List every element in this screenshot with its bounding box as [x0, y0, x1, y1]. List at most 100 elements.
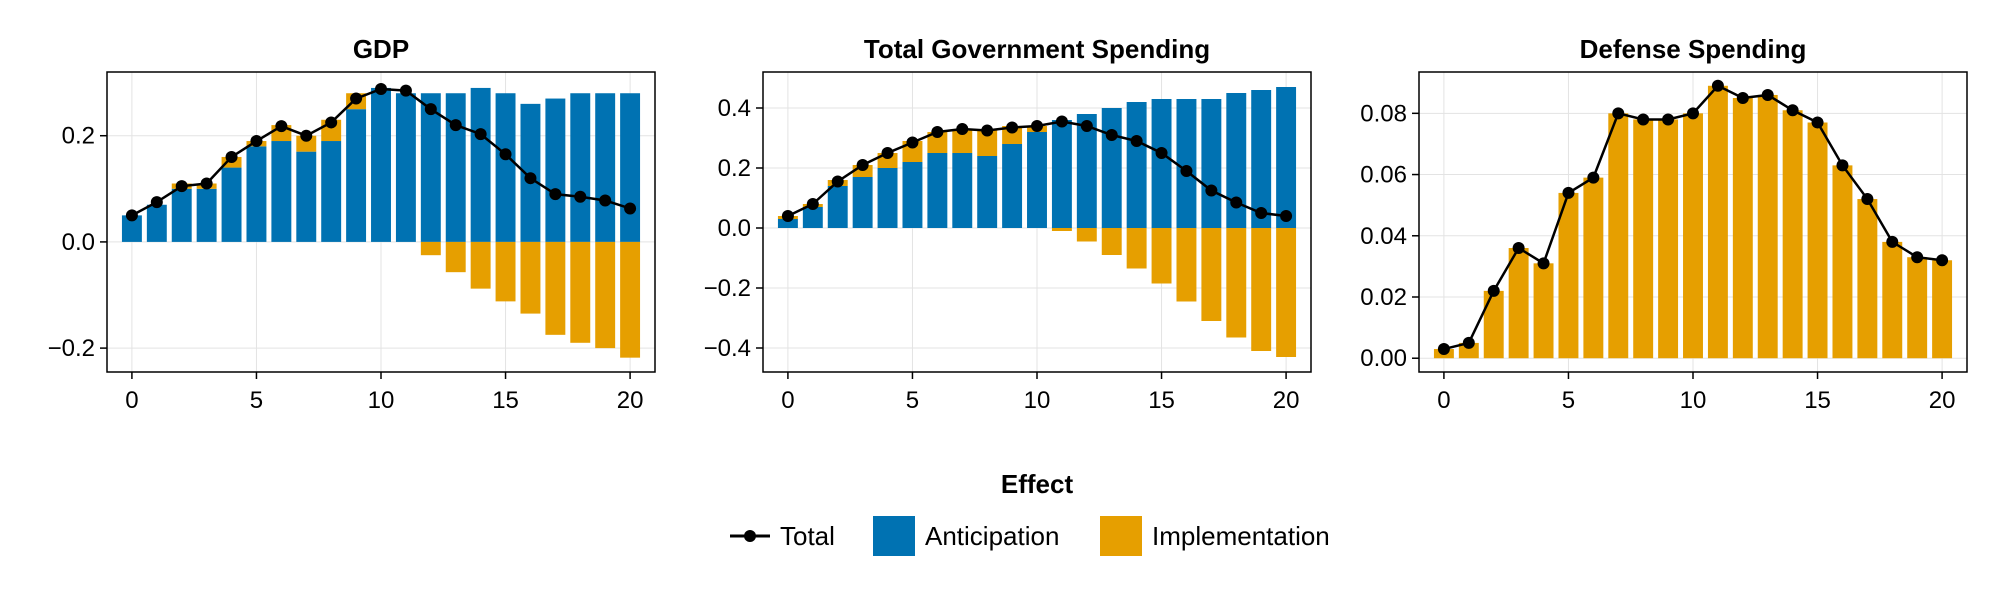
- bar-anticipation: [121, 215, 142, 242]
- bar-anticipation: [570, 93, 591, 242]
- panel-defense-spending: Defense Spending 0.00 0.02 0.04 0.06 0.08 0 5 1…: [1360, 34, 1968, 414]
- bar-implementation: [1483, 290, 1504, 359]
- x-tick-label: 20: [1929, 387, 1956, 414]
- bar-implementation: [1757, 94, 1778, 359]
- x-tick-label: 5: [1562, 387, 1575, 414]
- bar-anticipation: [1201, 99, 1222, 228]
- total-point: [1612, 107, 1625, 120]
- legend-label-implementation: Implementation: [1152, 521, 1330, 551]
- total-point: [1462, 336, 1475, 349]
- total-point: [1711, 79, 1724, 92]
- bar-anticipation: [1226, 93, 1247, 228]
- y-tick-label: −0.2: [48, 335, 95, 362]
- bar-implementation: [1051, 228, 1072, 231]
- total-point: [599, 194, 612, 207]
- bar-implementation: [520, 241, 541, 314]
- bar-implementation: [1857, 199, 1878, 359]
- bar-implementation: [1151, 228, 1172, 284]
- bar-anticipation: [221, 167, 242, 242]
- total-point: [1280, 210, 1293, 222]
- bar-implementation: [495, 241, 516, 302]
- panel-title: Total Government Spending: [864, 34, 1210, 64]
- total-point: [1105, 129, 1118, 141]
- bar-anticipation: [927, 153, 948, 228]
- bar-implementation: [1458, 342, 1479, 359]
- total-point: [449, 119, 462, 132]
- total-point: [375, 82, 387, 95]
- y-tick-label: −0.4: [704, 335, 751, 362]
- total-point: [1587, 171, 1600, 184]
- panel-total-government-spending: Total Government Spending −0.4 −0.2 0.0 0.2…: [704, 34, 1312, 414]
- total-point: [300, 129, 313, 142]
- bar-anticipation: [952, 153, 973, 228]
- bar-implementation: [1782, 110, 1803, 359]
- panel-gdp: GDP −0.2 0.0 0.2 0 5 10 15 20: [48, 34, 656, 414]
- total-point: [1911, 251, 1924, 264]
- legend-item-implementation: Implementation: [1100, 516, 1330, 556]
- bar-anticipation: [902, 162, 923, 228]
- bar-implementation: [1076, 228, 1097, 242]
- x-tick-label: 0: [1437, 387, 1450, 414]
- x-tick-label: 15: [1804, 387, 1831, 414]
- total-point: [881, 147, 894, 159]
- total-point: [1205, 184, 1218, 197]
- total-point: [1437, 343, 1450, 356]
- total-point: [1230, 196, 1243, 209]
- total-point: [424, 103, 437, 116]
- bar-anticipation: [1002, 144, 1023, 228]
- x-tick-label: 0: [781, 387, 794, 414]
- y-tick-label: 0.0: [718, 215, 751, 242]
- bar-anticipation: [827, 186, 848, 228]
- x-tick-label: 0: [125, 387, 138, 414]
- bar-implementation: [1101, 228, 1122, 255]
- bar-anticipation: [1076, 114, 1097, 228]
- total-point: [175, 180, 188, 193]
- bar-anticipation: [420, 93, 441, 242]
- bar-anticipation: [595, 93, 616, 242]
- total-point: [1662, 113, 1675, 126]
- total-point: [831, 175, 844, 188]
- total-point: [906, 136, 919, 149]
- legend-label-total: Total: [780, 521, 835, 551]
- total-point: [1130, 135, 1143, 147]
- bar-implementation: [1658, 119, 1679, 359]
- total-point: [1936, 254, 1949, 267]
- bar-anticipation: [445, 93, 466, 242]
- bar-implementation: [927, 132, 948, 153]
- bar-implementation: [296, 135, 317, 152]
- total-point: [549, 188, 562, 201]
- bar-anticipation: [1176, 99, 1197, 228]
- x-tick-label: 5: [250, 387, 263, 414]
- bar-anticipation: [171, 188, 192, 242]
- bar-implementation: [1508, 248, 1529, 359]
- total-point: [474, 128, 487, 141]
- x-tick-label: 10: [1024, 387, 1051, 414]
- bar-implementation: [1558, 192, 1579, 359]
- legend-item-anticipation: Anticipation: [873, 516, 1059, 556]
- bar-anticipation: [852, 177, 873, 228]
- bar-anticipation: [1251, 90, 1272, 228]
- total-point: [499, 148, 512, 161]
- bar-anticipation: [1126, 102, 1147, 228]
- total-point: [1512, 242, 1525, 255]
- legend-label-anticipation: Anticipation: [925, 521, 1059, 551]
- bar-implementation: [1126, 228, 1147, 269]
- total-point: [524, 172, 537, 185]
- bar-implementation: [1807, 122, 1828, 359]
- bar-implementation: [1276, 228, 1297, 357]
- total-point: [200, 177, 213, 190]
- y-tick-label: 0.08: [1360, 100, 1407, 127]
- bar-anticipation: [1027, 132, 1047, 228]
- total-point: [856, 159, 869, 171]
- bar-implementation: [595, 241, 616, 349]
- total-point: [1055, 115, 1068, 128]
- bar-implementation: [1176, 228, 1197, 302]
- total-point: [325, 116, 338, 129]
- total-point: [1637, 113, 1650, 126]
- total-point: [1761, 88, 1774, 101]
- legend-implementation-swatch: [1100, 516, 1142, 556]
- bar-anticipation: [470, 87, 491, 242]
- bar-anticipation: [977, 156, 998, 228]
- total-point: [574, 190, 587, 203]
- bar-implementation: [902, 141, 923, 162]
